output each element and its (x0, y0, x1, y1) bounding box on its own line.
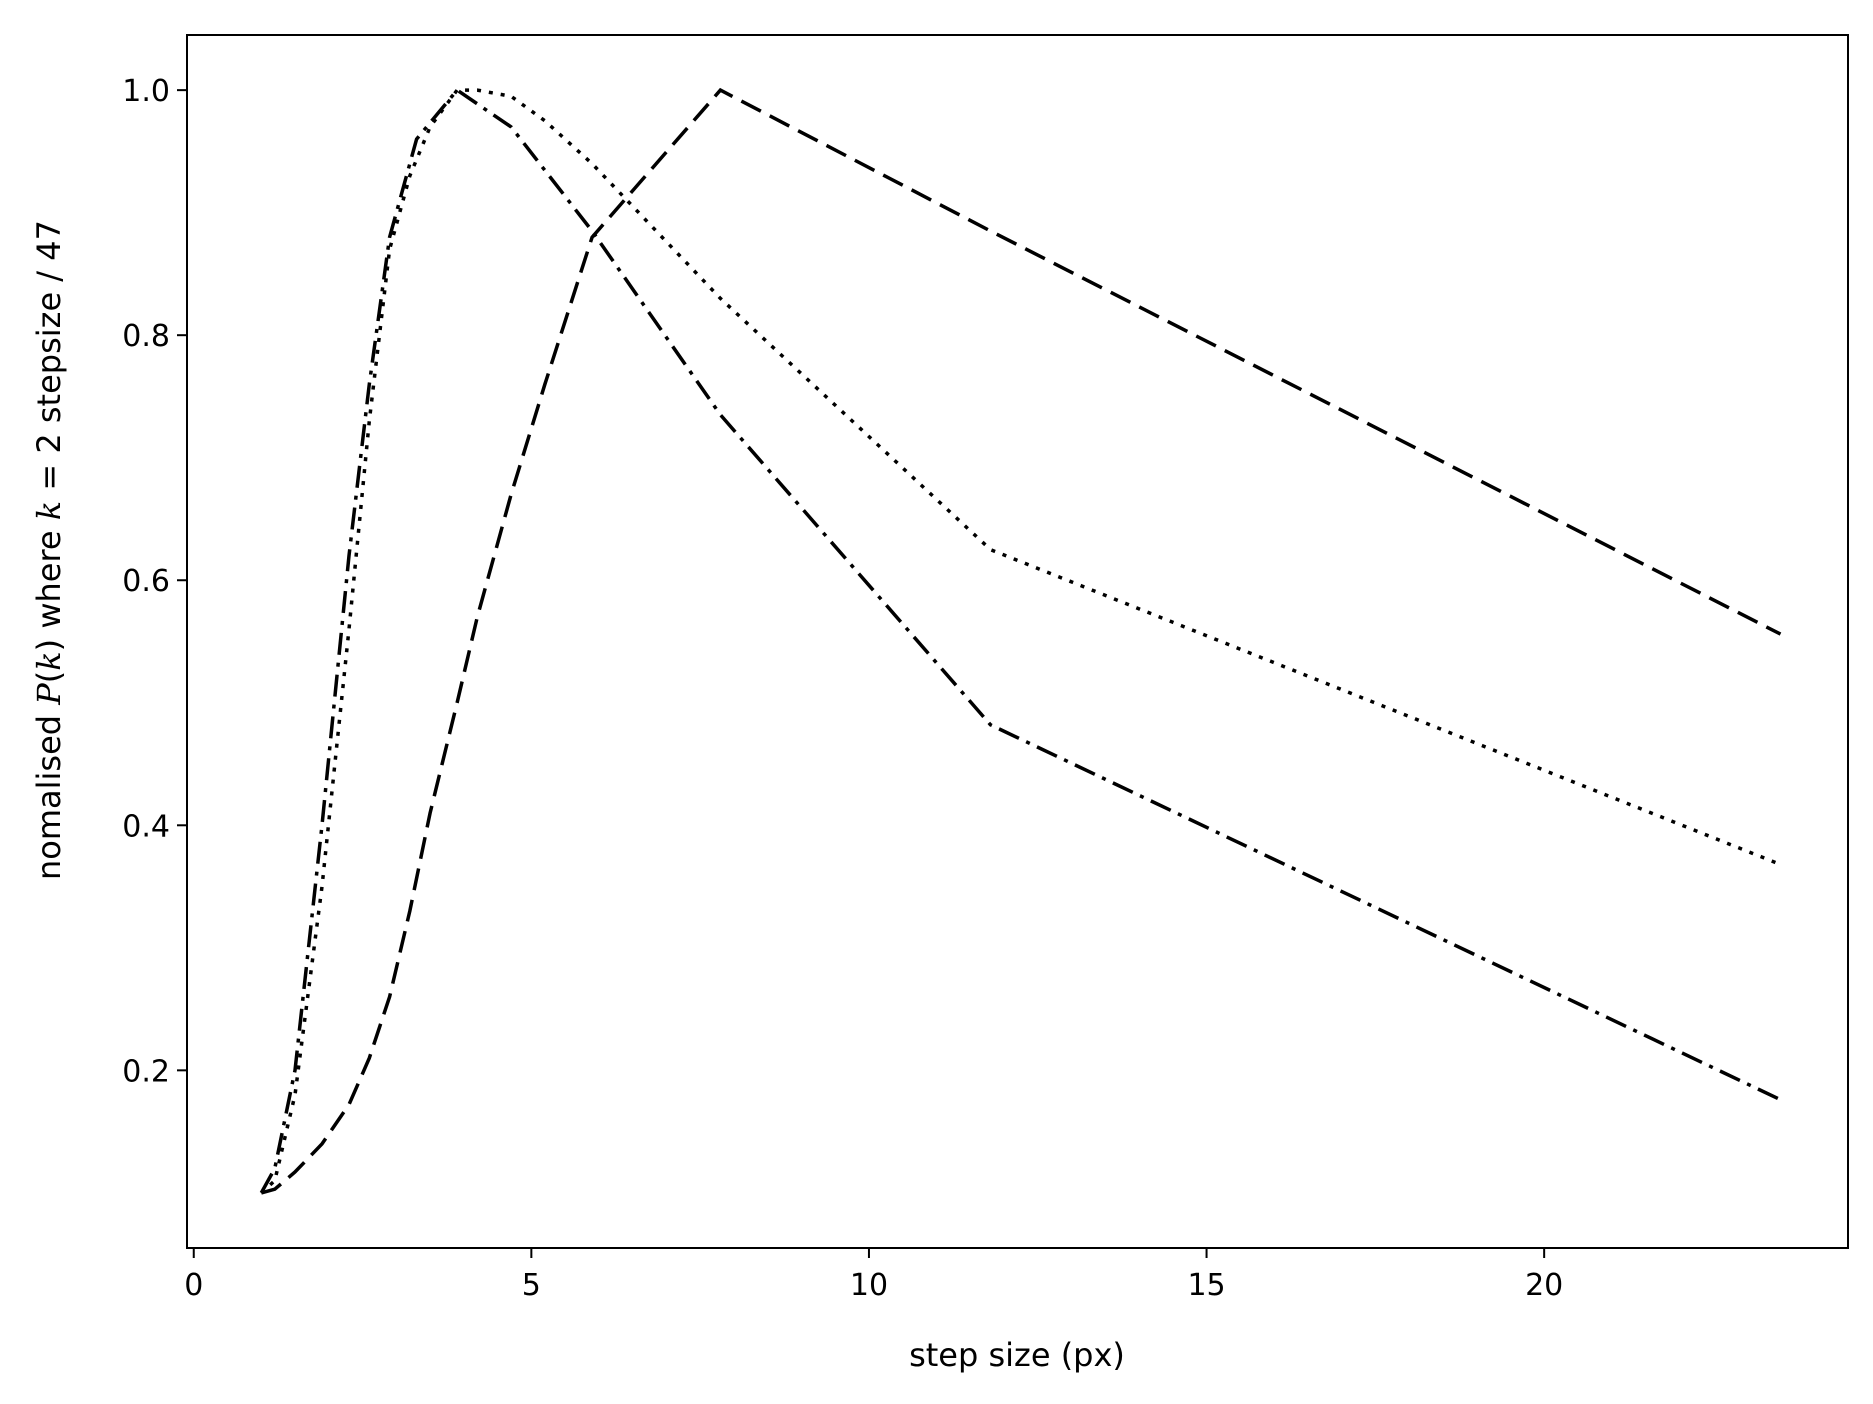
x-tick-label: 5 (522, 1268, 541, 1303)
series-line-dashed (260, 87, 1782, 1195)
x-tick-label: 0 (184, 1268, 203, 1303)
x-tick-label: 20 (1525, 1268, 1563, 1303)
plot-frame (186, 34, 1849, 1249)
x-tick-label: 15 (1187, 1268, 1225, 1303)
x-axis-label: step size (px) (909, 1336, 1125, 1374)
y-label-italic-p: P (30, 683, 68, 706)
y-label-prefix: nomalised (30, 705, 68, 880)
y-axis-label: nomalised P(k) where k = 2 stepsize / 47 (30, 220, 68, 880)
series-line-dashdot (259, 87, 1782, 1194)
y-tick-label: 0.4 (122, 809, 170, 844)
y-tick-label: 0.8 (122, 319, 170, 354)
series-layer (259, 87, 1782, 1195)
y-tick-label: 1.0 (122, 74, 170, 109)
y-label-italic-k2: k (30, 501, 68, 520)
x-axis-ticks: 0 5 10 15 20 (184, 1248, 1563, 1303)
y-tick-label: 0.6 (122, 564, 170, 599)
y-label-paren-open: ( (30, 671, 68, 683)
y-label-mid: ) where (30, 520, 68, 651)
x-tick-label: 10 (850, 1268, 888, 1303)
y-label-suffix: = 2 stepsize / 47 (30, 220, 68, 501)
y-axis-ticks: 0.2 0.4 0.6 0.8 1.0 (122, 74, 187, 1089)
y-tick-label: 0.2 (122, 1054, 170, 1089)
y-label-italic-k1: k (30, 651, 68, 670)
